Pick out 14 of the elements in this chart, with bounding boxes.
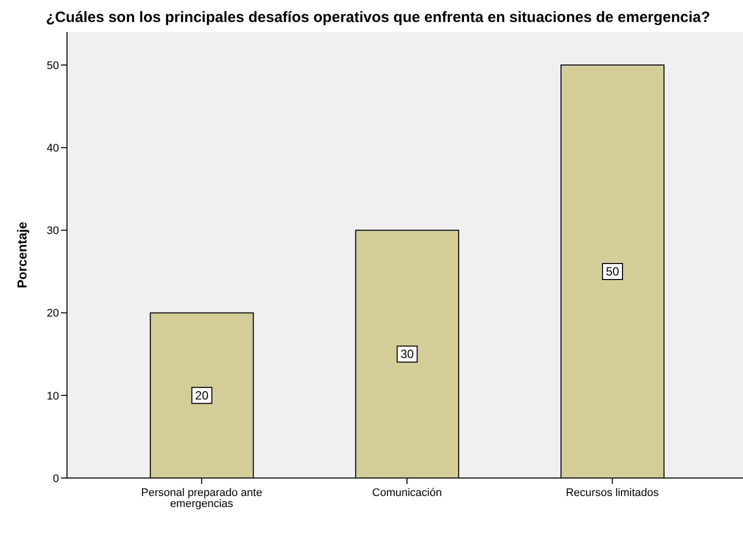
x-tick-label: Personal preparado ante emergencias bbox=[141, 487, 262, 510]
data-label: 50 bbox=[606, 264, 620, 279]
y-axis-title: Porcentaje bbox=[14, 222, 30, 288]
y-tick-label: 0 bbox=[52, 472, 59, 485]
y-tick-label: 30 bbox=[46, 225, 59, 238]
data-label: 20 bbox=[195, 388, 209, 402]
data-label: 30 bbox=[400, 347, 414, 362]
chart-title: ¿Cuáles son los principales desafíos operativos que enfrenta en situaciones de emergencia? bbox=[44, 8, 712, 26]
y-tick-label: 10 bbox=[46, 390, 59, 402]
y-tick-label: 40 bbox=[46, 142, 59, 155]
y-tick-label: 50 bbox=[46, 60, 59, 72]
x-tick-label: Comunicación bbox=[372, 487, 442, 499]
y-tick-label: 20 bbox=[46, 308, 59, 320]
x-tick-label: Recursos limitados bbox=[566, 487, 660, 499]
